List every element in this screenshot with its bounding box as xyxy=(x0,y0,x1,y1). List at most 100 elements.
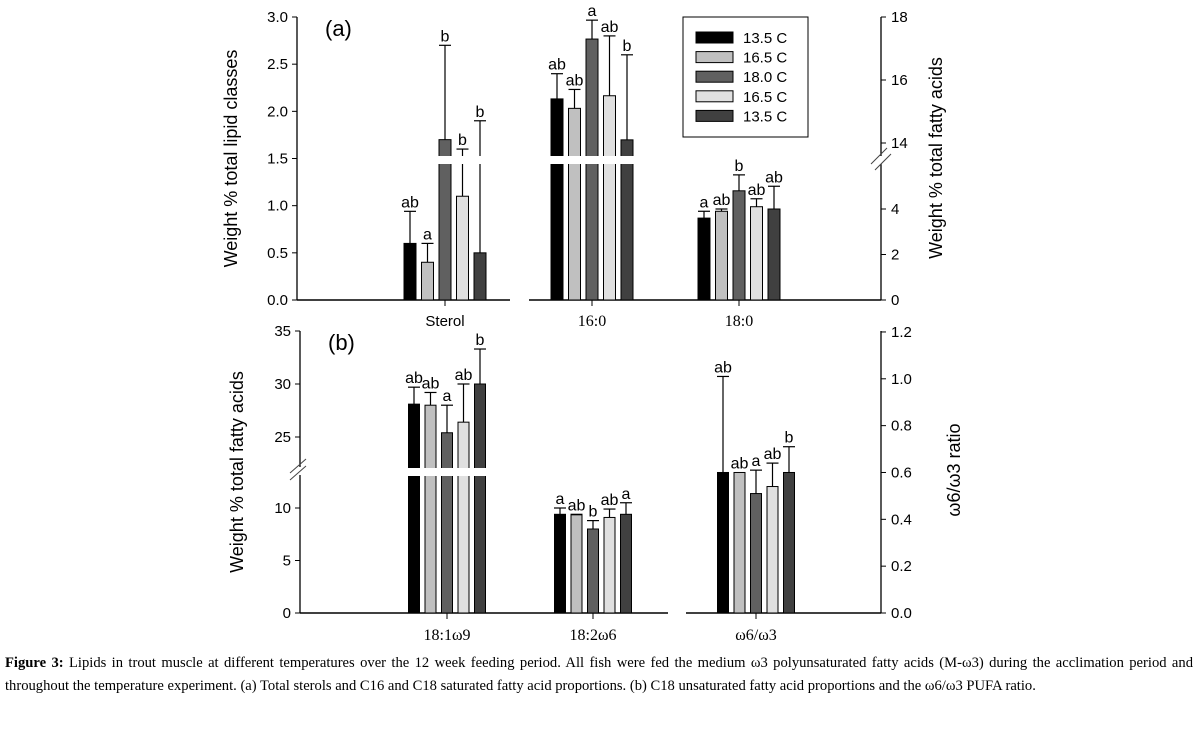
bar xyxy=(424,404,437,614)
bar xyxy=(620,139,634,301)
bar xyxy=(568,107,581,301)
y-tick-label-right: 1.0 xyxy=(891,371,912,388)
bar-break-gap xyxy=(549,156,635,164)
significance-letter: a xyxy=(622,486,631,503)
bar xyxy=(421,261,434,301)
y-tick-label-right: 18 xyxy=(891,9,908,26)
x-tick-label: 18:1ω9 xyxy=(424,627,471,644)
y-tick-label-right: 4 xyxy=(891,201,899,218)
bar xyxy=(603,95,616,301)
bar xyxy=(585,38,599,301)
significance-letter: ab xyxy=(601,492,619,509)
y-tick-label-left: 3.0 xyxy=(267,9,288,26)
y-tick-label-left: 1.0 xyxy=(267,198,288,215)
significance-letter: ab xyxy=(405,370,423,387)
axis-break-mark xyxy=(289,458,307,474)
significance-letter: ab xyxy=(714,359,732,376)
y-tick-label-right: 0.6 xyxy=(891,464,912,481)
y-axis-label-right: ω6/ω3 ratio xyxy=(944,423,964,516)
bar xyxy=(766,486,779,614)
y-tick-label-right: 0.0 xyxy=(891,605,912,622)
legend-label: 13.5 C xyxy=(743,30,787,47)
legend-label: 18.0 C xyxy=(743,69,787,86)
bar xyxy=(603,516,616,614)
panel-b: 0 5 10 25 30 35 0.0 0.2 0.4 0.6 0.8 1.0 1.2 (b) Weight… xyxy=(227,323,964,644)
significance-letter: a xyxy=(443,388,452,405)
legend-label: 13.5 C xyxy=(743,108,787,125)
y-tick-label-left: 0.0 xyxy=(267,292,288,309)
bar xyxy=(554,513,566,614)
y-tick-label-right: 0 xyxy=(891,292,899,309)
y-tick-label-left: 2.0 xyxy=(267,103,288,120)
bar xyxy=(750,206,763,301)
bar xyxy=(438,139,452,301)
significance-letter: b xyxy=(476,104,485,121)
bar xyxy=(441,432,453,614)
y-tick-label-right: 0.2 xyxy=(891,558,912,575)
bar xyxy=(697,217,711,301)
y-tick-label-right: 0.8 xyxy=(891,418,912,435)
figure: 0.0 0.5 1.0 1.5 2.0 2.5 3.0 0 2 4 14 16 18 (a) Weight … xyxy=(221,3,964,644)
panel-label: (b) xyxy=(328,330,355,355)
bar xyxy=(733,471,746,614)
bar xyxy=(750,493,762,614)
y-tick-label-left: 0.5 xyxy=(267,245,288,262)
bar xyxy=(474,383,486,614)
significance-letter: b xyxy=(476,332,485,349)
y-tick-label-right: 1.2 xyxy=(891,324,912,341)
significance-letter: ab xyxy=(764,446,782,463)
bar xyxy=(403,242,417,301)
axis-break-mark xyxy=(870,147,888,165)
significance-letter: b xyxy=(623,38,632,55)
significance-letter: ab xyxy=(401,194,419,211)
y-tick-label-left: 25 xyxy=(274,429,291,446)
significance-letter: a xyxy=(423,226,432,243)
bar xyxy=(550,98,564,301)
bar xyxy=(783,471,795,614)
axis-break-mark xyxy=(289,465,307,481)
y-tick-label-right: 2 xyxy=(891,247,899,264)
legend-swatch xyxy=(695,31,734,44)
y-tick-label-left: 2.5 xyxy=(267,56,288,73)
significance-letter: ab xyxy=(455,367,473,384)
panel-label: (a) xyxy=(325,16,352,41)
x-tick-label: 18:0 xyxy=(725,313,753,330)
legend-swatch xyxy=(695,90,734,103)
y-tick-label-right: 0.4 xyxy=(891,511,912,528)
significance-letter: ab xyxy=(713,192,731,209)
significance-letter: ab xyxy=(548,57,566,74)
significance-letter: b xyxy=(589,504,598,521)
legend-label: 16.5 C xyxy=(743,89,787,106)
significance-letter: a xyxy=(700,194,709,211)
significance-letter: a xyxy=(588,3,597,20)
significance-letter: ab xyxy=(765,169,783,186)
significance-letter: b xyxy=(441,28,450,45)
bar xyxy=(570,514,583,614)
y-tick-label-left: 5 xyxy=(283,553,291,570)
axis-break-gap xyxy=(878,156,884,164)
significance-letter: ab xyxy=(601,19,619,36)
bar xyxy=(717,471,729,614)
y-tick-label-right: 16 xyxy=(891,72,908,89)
bar xyxy=(715,210,728,301)
bar xyxy=(408,403,420,614)
y-tick-label-left: 1.5 xyxy=(267,151,288,168)
significance-letter: b xyxy=(735,158,744,175)
bar xyxy=(456,195,469,301)
x-tick-label: 18:2ω6 xyxy=(570,627,617,644)
bar-break-gap xyxy=(402,156,488,164)
caption-text: Lipids in trout muscle at different temp… xyxy=(5,655,1193,694)
legend-label: 16.5 C xyxy=(743,50,787,67)
legend: 13.5 C 16.5 C 18.0 C 16.5 C 13.5 C xyxy=(682,16,809,138)
legend-swatch xyxy=(695,109,734,122)
significance-letter: a xyxy=(752,453,761,470)
caption-label: Figure 3: xyxy=(5,655,64,671)
bar xyxy=(732,190,746,301)
significance-letter: ab xyxy=(568,497,586,514)
bar xyxy=(767,208,781,301)
y-axis-label-right: Weight % total fatty acids xyxy=(926,57,946,259)
bar xyxy=(587,528,599,614)
x-tick-label: ω6/ω3 xyxy=(735,627,777,644)
bar xyxy=(620,513,632,614)
y-tick-label-right: 14 xyxy=(891,135,908,152)
